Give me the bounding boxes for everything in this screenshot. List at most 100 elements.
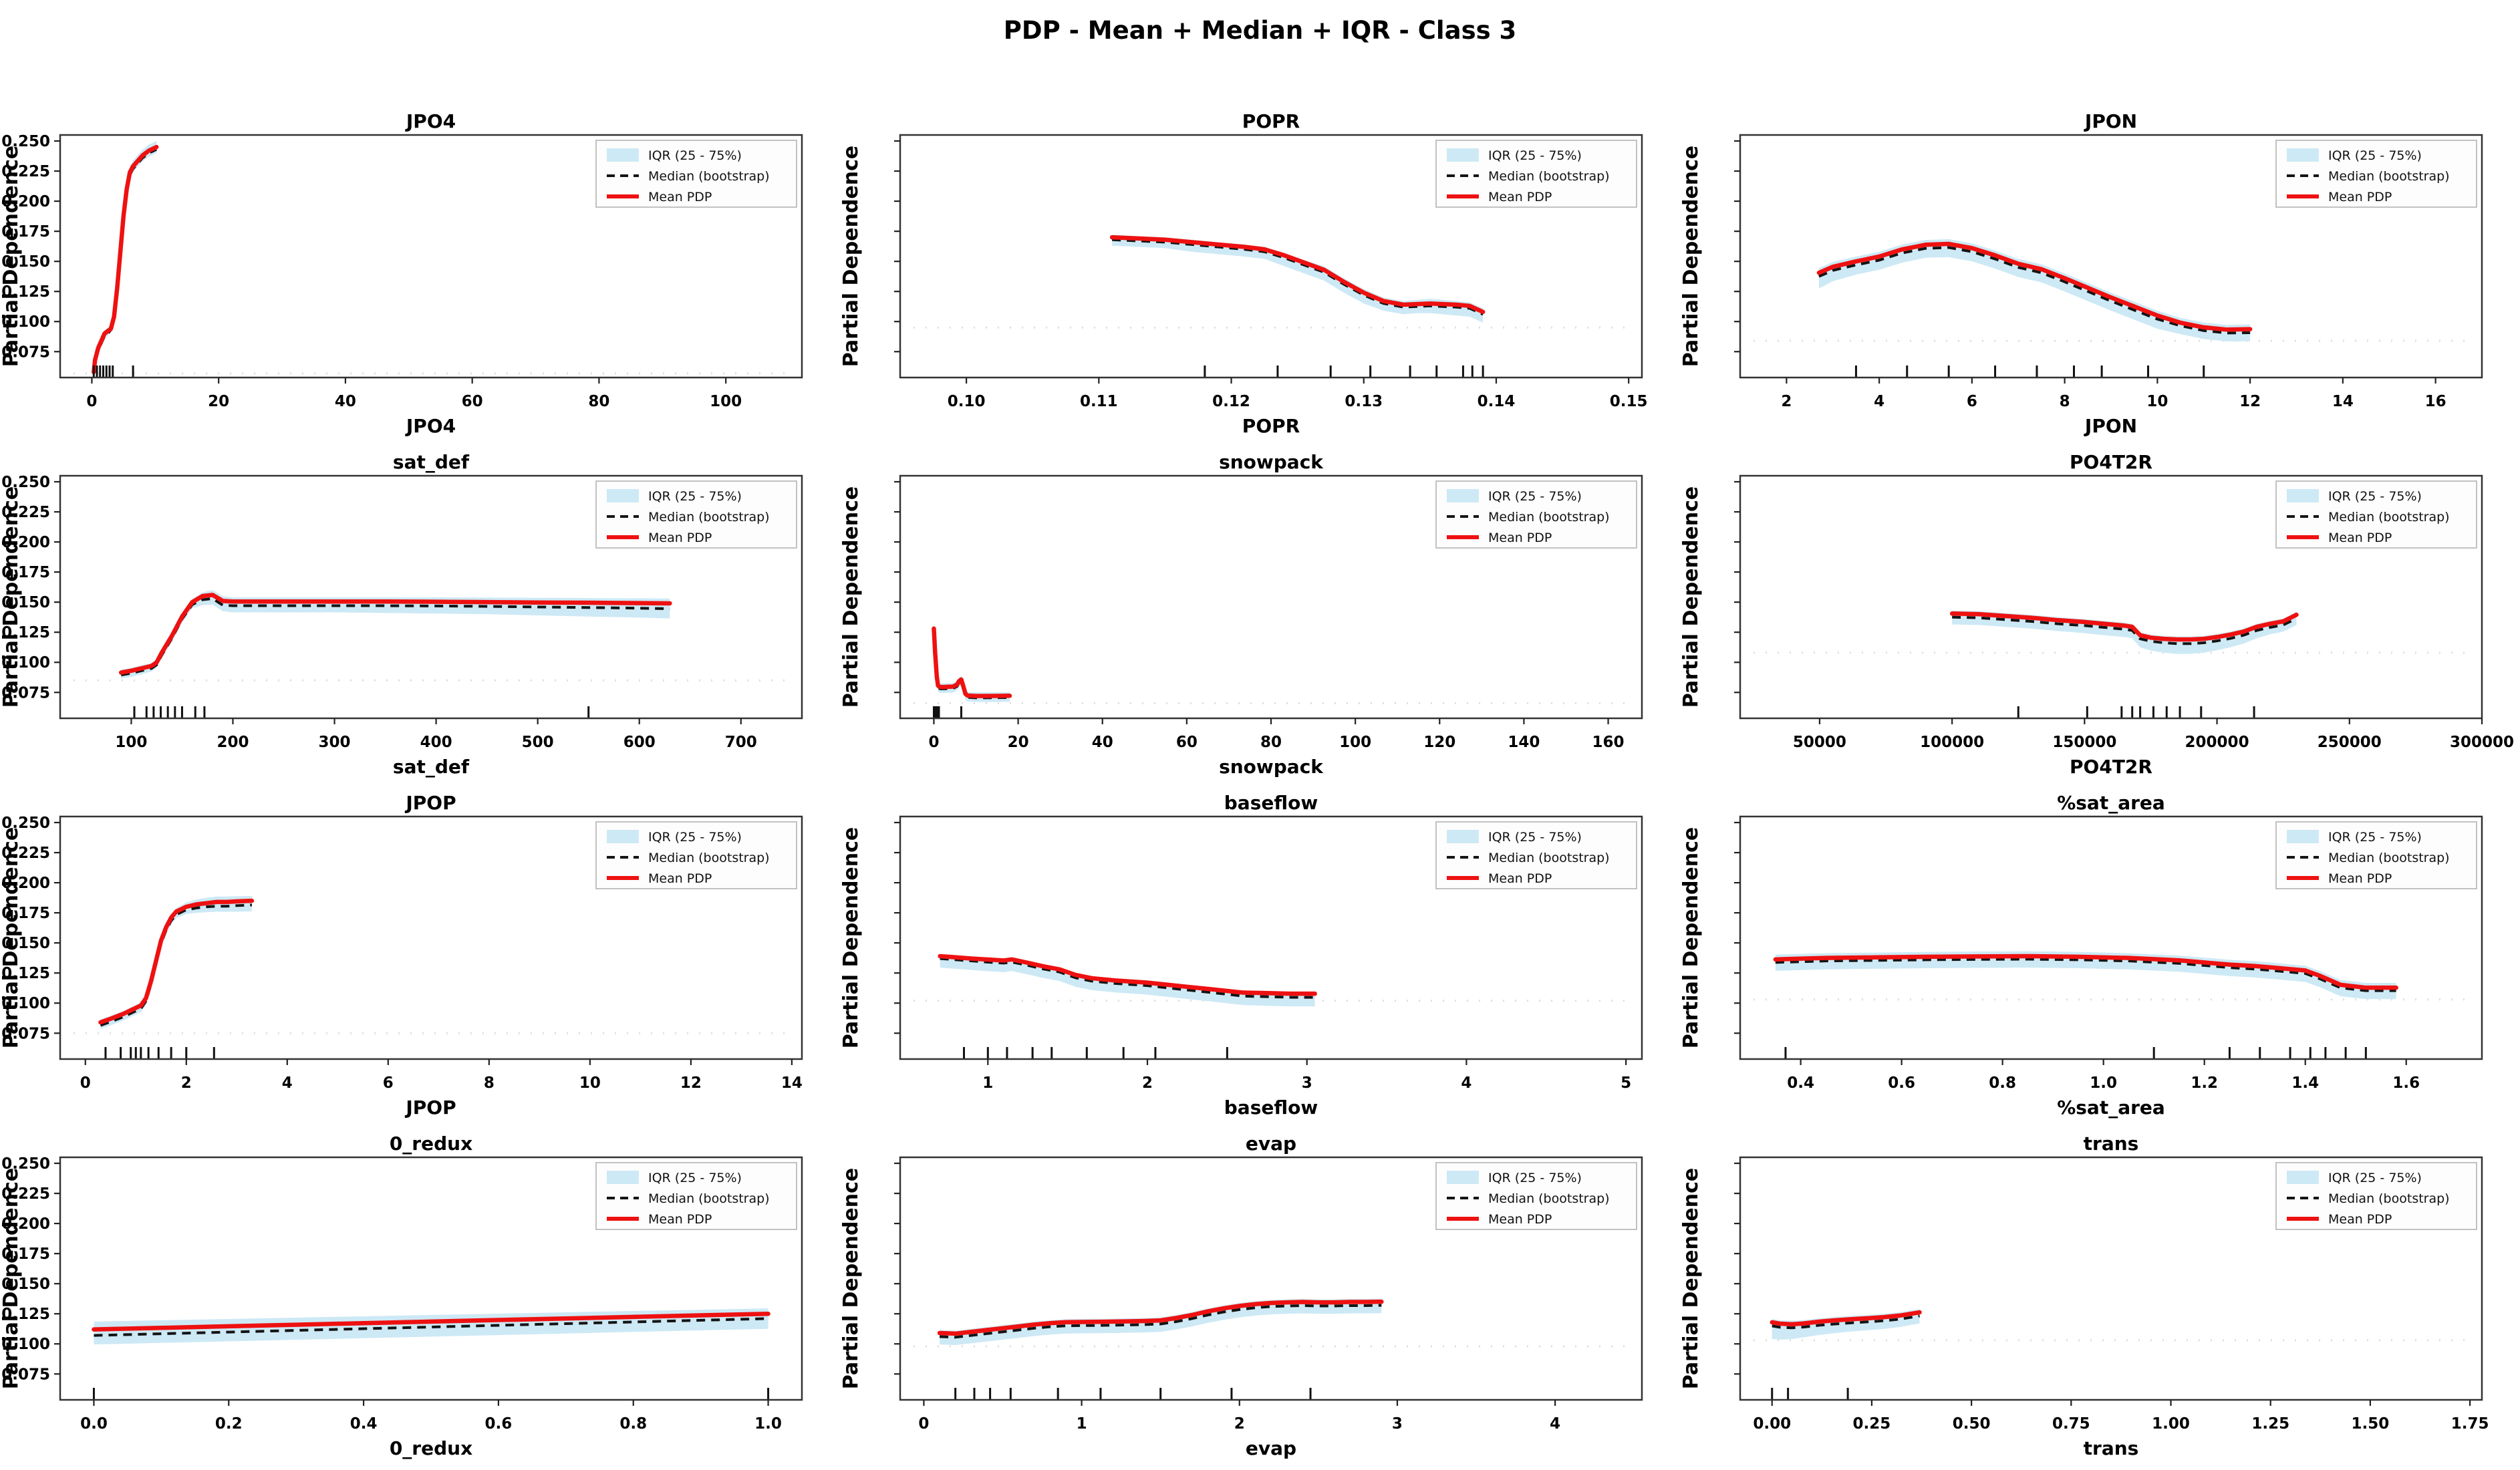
subplot-title: snowpack: [1219, 451, 1324, 473]
subplot-snowpack: 0 20 40 60 80 100 120 140 160 snowpack snowpack Par…: [840, 451, 1643, 778]
legend-iqr-swatch: [2287, 830, 2319, 843]
subplot-popr: 0.10 0.11 0.12 0.13 0.14 0.15 POPR POPR Partial …: [840, 110, 1648, 437]
y-tick-label: 0.075: [1, 343, 50, 361]
subplot-title: trans: [2084, 1133, 2139, 1155]
x-tick-label: 500: [522, 734, 554, 751]
x-tick-label: 60: [1176, 734, 1198, 751]
legend-median-label: Median (bootstrap): [648, 851, 770, 865]
x-tick-label: 14: [2332, 393, 2354, 410]
x-tick-label: 150000: [2052, 734, 2116, 751]
legend-mean-label: Mean PDP: [1488, 871, 1552, 886]
x-tick-label: 0: [928, 734, 939, 751]
median-line: [1772, 1314, 1920, 1330]
x-tick-label: 1: [982, 1074, 993, 1092]
y-axis-label: Partial Dependence: [840, 1168, 863, 1390]
y-axis-label: Partial Dependence: [840, 146, 863, 368]
y-axis-label: Partial Dependence: [0, 1168, 23, 1390]
legend-median-label: Median (bootstrap): [2328, 1191, 2450, 1206]
legend-mean-label: Mean PDP: [2328, 190, 2392, 204]
axes-spines: [899, 1156, 1643, 1401]
x-tick-label: 0.4: [1787, 1074, 1814, 1092]
x-tick-label: 1.0: [754, 1415, 782, 1433]
y-tick-label: 0.200: [1, 193, 50, 210]
x-tick-label: 8: [484, 1074, 495, 1092]
axes-spines: [1739, 474, 2483, 720]
x-tick-label: 6: [1967, 393, 1977, 410]
y-tick-label: 0.175: [1, 1245, 50, 1263]
subplot-jpop: 0.075 0.100 0.125 0.150 0.175 0.200 0.225 0.250…: [0, 792, 803, 1119]
x-tick-label: 140: [1508, 734, 1540, 751]
x-tick-label: 400: [420, 734, 452, 751]
y-tick-label: 0.225: [1, 845, 50, 862]
subplot-baseflow: 1 2 3 4 5 baseflow baseflow Partial Dependence I…: [840, 792, 1643, 1119]
x-tick-label: 1.0: [2090, 1074, 2117, 1092]
y-tick-label: 0.225: [1, 163, 50, 180]
y-axis-label: Partial Dependence: [0, 146, 23, 368]
legend-mean-label: Mean PDP: [648, 871, 712, 886]
y-axis-label: Partial Dependence: [0, 486, 23, 708]
y-tick-label: 0.100: [1, 995, 50, 1012]
legend-iqr-swatch: [1447, 148, 1479, 162]
x-tick-label: 16: [2425, 393, 2446, 410]
x-tick-label: 0.8: [619, 1415, 647, 1433]
x-tick-label: 2: [1142, 1074, 1153, 1092]
y-tick-label: 0.075: [1, 1025, 50, 1042]
legend-iqr-label: IQR (25 - 75%): [1488, 489, 1582, 504]
y-tick-label: 0.200: [1, 875, 50, 892]
median-line: [94, 1317, 768, 1337]
legend-iqr-swatch: [607, 830, 639, 843]
legend-mean-label: Mean PDP: [648, 531, 712, 545]
legend-mean-label: Mean PDP: [2328, 1212, 2392, 1227]
legend-mean-label: Mean PDP: [2328, 871, 2392, 886]
x-tick-label: 4: [1550, 1415, 1560, 1433]
x-tick-label: 600: [623, 734, 656, 751]
subplot-sat-area-pct: 0.4 0.6 0.8 1.0 1.2 1.4 1.6 %sat_area %sat_area P…: [1680, 792, 2483, 1119]
subplot-evap: 0 1 2 3 4 evap evap Partial Dependence IQR (25 -…: [840, 1133, 1643, 1459]
iqr-band: [1112, 235, 1484, 323]
x-tick-label: 1.4: [2291, 1074, 2319, 1092]
x-axis-label: JPOP: [404, 1096, 456, 1119]
mean-pdp-line: [1949, 611, 2299, 642]
subplot-title: JPO4: [405, 110, 456, 132]
legend-iqr-label: IQR (25 - 75%): [2328, 489, 2422, 504]
x-tick-label: 0.0: [80, 1415, 108, 1433]
legend-median-label: Median (bootstrap): [648, 510, 770, 525]
x-tick-label: 4: [1874, 393, 1884, 410]
y-tick-label: 0.075: [1, 684, 50, 702]
x-tick-label: 8: [2060, 393, 2070, 410]
iqr-band: [1952, 610, 2297, 654]
mean-pdp-line: [1770, 1310, 1922, 1327]
legend-mean-label: Mean PDP: [648, 1212, 712, 1227]
legend-iqr-swatch: [2287, 1171, 2319, 1184]
axes-spines: [899, 815, 1643, 1060]
x-tick-label: 100: [1339, 734, 1371, 751]
x-axis-label: %sat_area: [2057, 1096, 2165, 1119]
y-tick-label: 0.150: [1, 935, 50, 952]
y-tick-label: 0.250: [1, 1155, 50, 1173]
x-tick-label: 200: [217, 734, 249, 751]
x-tick-label: 6: [383, 1074, 394, 1092]
x-tick-label: 0.12: [1212, 393, 1250, 410]
y-tick-label: 0.075: [1, 1366, 50, 1383]
x-tick-label: 1.50: [2352, 1415, 2390, 1433]
median-line: [1818, 246, 2251, 335]
axes-spines: [59, 1156, 803, 1401]
y-tick-label: 0.200: [1, 1215, 50, 1233]
x-tick-label: 40: [335, 393, 356, 410]
y-tick-label: 0.250: [1, 474, 50, 491]
y-axis-label: Partial Dependence: [1680, 1168, 1703, 1390]
x-tick-label: 300: [319, 734, 351, 751]
subplot-title: POPR: [1242, 110, 1300, 132]
x-tick-label: 0.14: [1478, 393, 1516, 410]
x-tick-label: 0.00: [1753, 1415, 1791, 1433]
x-tick-label: 5: [1621, 1074, 1631, 1092]
mean-pdp-line: [1773, 953, 2398, 990]
x-tick-label: 10: [579, 1074, 601, 1092]
mean-pdp-line: [92, 1311, 771, 1332]
x-tick-label: 0.75: [2052, 1415, 2090, 1433]
legend-iqr-swatch: [2287, 489, 2319, 502]
subplot-jpo4: 0.075 0.100 0.125 0.150 0.175 0.200 0.225 0.250…: [0, 110, 803, 437]
median-line: [1952, 615, 2297, 645]
x-tick-label: 4: [282, 1074, 293, 1092]
